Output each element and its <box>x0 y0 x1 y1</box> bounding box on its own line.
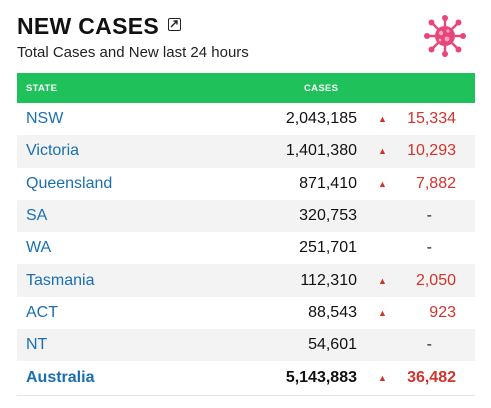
total-cases-value: 112,310 <box>300 271 357 289</box>
column-header-state: STATE <box>26 82 58 94</box>
table-row: NT 54,601 - <box>17 329 475 362</box>
new-cases-value: 2,050 <box>415 271 456 289</box>
state-link[interactable]: Queensland <box>26 174 113 192</box>
up-arrow-icon: ▲ <box>378 275 387 286</box>
cases-table: STATE CASES NSW 2,043,185 ▲ 15,334 Victo… <box>17 73 475 394</box>
table-body: NSW 2,043,185 ▲ 15,334 Victoria 1,401,38… <box>17 103 475 394</box>
state-link[interactable]: ACT <box>26 303 58 321</box>
up-arrow-icon: ▲ <box>378 146 387 157</box>
new-cases-value: - <box>426 207 432 225</box>
table-row: NSW 2,043,185 ▲ 15,334 <box>17 103 475 135</box>
expand-icon[interactable] <box>168 17 181 31</box>
new-cases-value: 923 <box>429 303 456 321</box>
total-cases-value: 251,701 <box>299 239 357 257</box>
widget-header: NEW CASES Total Cases and New last 24 ho… <box>17 12 475 72</box>
table-row: SA 320,753 - <box>17 199 475 233</box>
table-row: Victoria 1,401,380 ▲ 10,293 <box>17 135 475 168</box>
state-link[interactable]: NSW <box>26 110 64 128</box>
new-cases-value: 15,334 <box>407 110 456 128</box>
table-row: ACT 88,543 ▲ 923 <box>17 297 475 329</box>
table-row: Tasmania 112,310 ▲ 2,050 <box>17 264 475 297</box>
up-arrow-icon: ▲ <box>378 178 387 189</box>
up-arrow-icon: ▲ <box>378 114 387 125</box>
table-total-row: Australia 5,143,883 ▲ 36,482 <box>17 361 475 393</box>
total-cases-value: 88,543 <box>308 303 357 321</box>
total-cases-value: 1,401,380 <box>285 142 357 160</box>
new-cases-value: 10,293 <box>407 142 456 160</box>
state-link[interactable]: WA <box>26 239 52 257</box>
new-cases-value: 36,482 <box>407 368 456 386</box>
state-link[interactable]: NT <box>26 336 48 354</box>
widget-subtitle: Total Cases and New last 24 hours <box>17 44 249 61</box>
total-cases-value: 54,601 <box>308 336 357 354</box>
up-arrow-icon: ▲ <box>378 372 387 383</box>
total-cases-value: 5,143,883 <box>285 368 357 386</box>
state-link[interactable]: SA <box>26 207 48 225</box>
table-bottom-border <box>17 395 475 396</box>
table-header: STATE CASES <box>17 73 475 103</box>
table-row: WA 251,701 - <box>17 232 475 264</box>
new-cases-value: - <box>426 336 432 354</box>
up-arrow-icon: ▲ <box>378 307 387 318</box>
virus-icon <box>424 15 466 57</box>
total-cases-value: 2,043,185 <box>285 110 357 128</box>
total-cases-value: 871,410 <box>299 174 357 192</box>
new-cases-value: - <box>426 239 432 257</box>
state-link[interactable]: Victoria <box>26 142 80 160</box>
state-link[interactable]: Tasmania <box>26 271 95 289</box>
total-cases-value: 320,753 <box>299 207 357 225</box>
state-link[interactable]: Australia <box>26 368 95 386</box>
new-cases-value: 7,882 <box>415 174 456 192</box>
widget-title: NEW CASES <box>17 13 159 39</box>
table-row: Queensland 871,410 ▲ 7,882 <box>17 168 475 200</box>
column-header-cases: CASES <box>304 82 339 94</box>
